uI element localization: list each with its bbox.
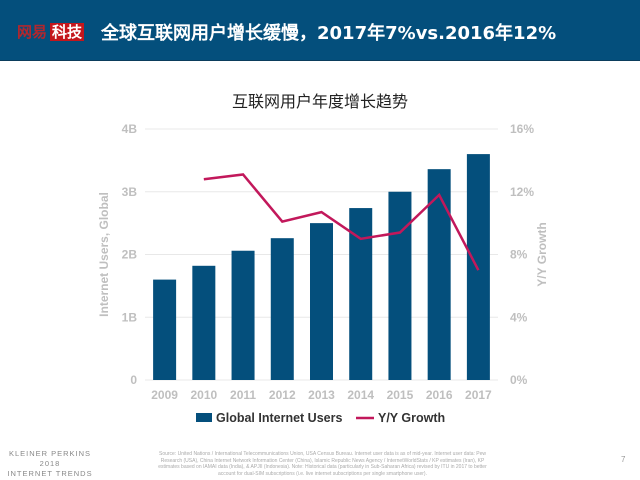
x-tick-label: 2014 [347,388,374,402]
netease-tech-logo: 网易 科技 [17,21,85,42]
y-tick-label: 2B [122,248,138,262]
y-tick-label: 1B [122,310,138,324]
page-number: 7 [621,455,626,464]
logo-text: 网易 [17,23,48,41]
y-right-tick-label: 16% [510,122,534,136]
x-tick-label: 2011 [230,388,256,402]
source-note: Source: United Nations / International T… [158,451,487,477]
x-tick-label: 2016 [426,388,453,402]
footer-brand: KLEINER PERKINS 2018 INTERNET TRENDS [6,449,94,479]
x-tick-label: 2009 [151,388,178,402]
brand-line: 2018 [39,459,61,468]
y-right-tick-label: 0% [510,373,528,387]
chart-title: 互联网用户年度增长趋势 [231,92,408,111]
x-tick-label: 2017 [465,388,492,402]
bar [153,279,177,380]
y-axis-label: Internet Users, Global [97,192,111,317]
bar [231,250,255,380]
y-tick-label: 3B [122,185,138,199]
x-tick-label: 2010 [190,388,217,402]
y-right-tick-label: 12% [510,185,534,199]
bar [310,223,333,380]
y-right-tick-label: 8% [510,248,528,262]
bar [466,154,490,380]
legend-swatch-bar [196,413,212,422]
x-tick-label: 2012 [269,388,296,402]
y-tick-label: 0 [130,373,137,387]
brand-line: KLEINER PERKINS [8,449,92,458]
header-bar: 网易 科技 全球互联网用户增长缓慢，2017年7%vs.2016年12% [0,0,640,61]
bar [270,238,294,380]
bar [388,191,412,380]
legend-label: Global Internet Users [216,411,342,425]
x-tick-label: 2013 [308,388,335,402]
y-right-axis-label: Y/Y Growth [535,222,549,286]
brand-line: INTERNET TRENDS [7,469,93,478]
bar [349,208,373,380]
logo-badge: 科技 [50,23,85,41]
bar [427,169,451,380]
growth-line [203,173,480,271]
bar [192,265,216,380]
y-right-tick-label: 4% [510,310,528,324]
x-tick-label: 2015 [387,388,414,402]
y-tick-label: 4B [122,122,138,136]
legend-label: Y/Y Growth [378,411,445,425]
slide-title: 全球互联网用户增长缓慢，2017年7%vs.2016年12% [101,23,557,44]
